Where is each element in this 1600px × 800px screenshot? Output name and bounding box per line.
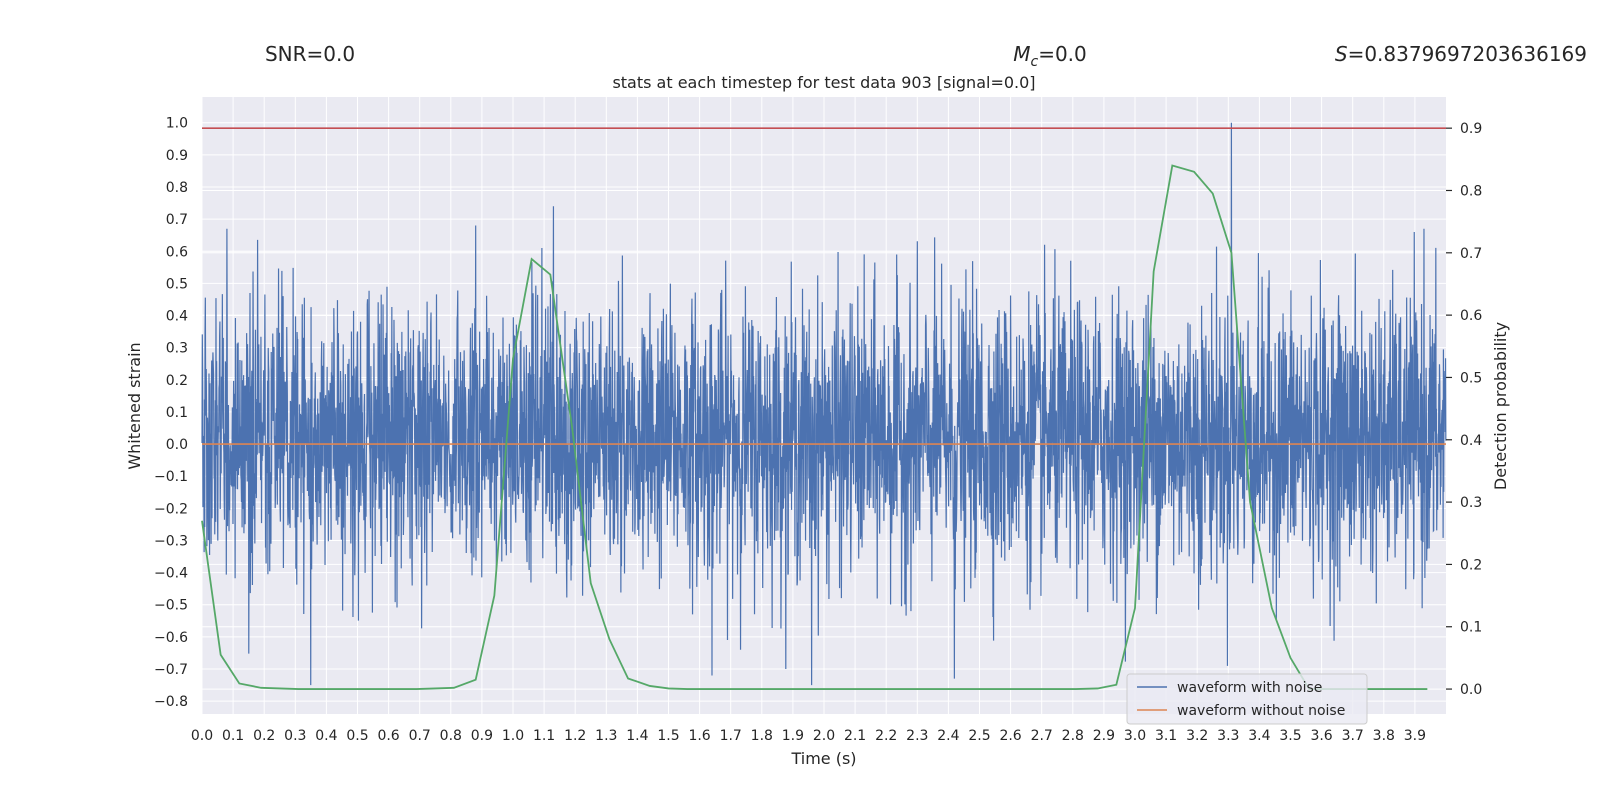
x-tick-label: 0.6 [377, 728, 399, 744]
x-tick-label: 3.7 [1342, 728, 1364, 744]
y-tick-label: 0.5 [166, 276, 188, 292]
legend-label-noise: waveform with noise [1177, 680, 1322, 696]
x-tick-label: 3.4 [1248, 728, 1270, 744]
y-axis-label: Whitened strain [125, 342, 144, 469]
x-tick-label: 3.9 [1404, 728, 1426, 744]
y-tick-label: 0.1 [166, 405, 188, 421]
y-tick-label: −0.7 [154, 662, 188, 678]
x-tick-label: 2.2 [875, 728, 897, 744]
x-tick-label: 1.6 [688, 728, 710, 744]
y2-tick-label: 0.0 [1460, 682, 1482, 698]
mc-symbol: M [1013, 42, 1030, 66]
x-tick-label: 3.5 [1279, 728, 1301, 744]
y-tick-label: −0.8 [154, 694, 188, 710]
s-label: S=0.8379697203636169 [1335, 42, 1587, 66]
y-tick-label: −0.5 [154, 598, 188, 614]
series-lines [201, 127, 1446, 690]
x-tick-label: 3.6 [1310, 728, 1332, 744]
x-tick-label: 2.1 [844, 728, 866, 744]
x-tick-label: 0.0 [191, 728, 213, 744]
x-tick-label: 1.3 [595, 728, 617, 744]
y2-axis-label: Detection probability [1491, 322, 1510, 490]
y-tick-label: −0.1 [154, 469, 188, 485]
x-axis-label: Time (s) [790, 749, 856, 768]
x-tick-label: 2.0 [813, 728, 835, 744]
x-tick-label: 1.5 [657, 728, 679, 744]
y2-tick-label: 0.9 [1460, 121, 1482, 137]
y-tick-label: 0.2 [166, 373, 188, 389]
x-tick-label: 2.4 [937, 728, 959, 744]
y-tick-label: −0.6 [154, 630, 188, 646]
x-tick-label: 0.2 [253, 728, 275, 744]
y-tick-label: 0.4 [166, 309, 188, 325]
y-tick-label: 1.0 [166, 116, 188, 132]
legend-box [1126, 673, 1368, 725]
y2-tick-label: 0.3 [1460, 495, 1482, 511]
x-tick-label: 3.1 [1155, 728, 1177, 744]
x-tick-label: 2.3 [906, 728, 928, 744]
x-tick-label: 0.3 [284, 728, 306, 744]
y-tick-label: −0.2 [154, 501, 188, 517]
x-tick-label: 2.8 [1062, 728, 1084, 744]
y2-tick-label: 0.8 [1460, 183, 1482, 199]
mc-value: =0.0 [1038, 42, 1087, 66]
x-tick-label: 3.2 [1186, 728, 1208, 744]
legend: waveform with noise waveform without noi… [1126, 673, 1368, 725]
x-tick-label: 2.5 [968, 728, 990, 744]
series-detection-probability [201, 164, 1428, 690]
mc-subscript: c [1030, 54, 1038, 70]
x-tick-label: 1.1 [533, 728, 555, 744]
x-tick-label: 0.8 [440, 728, 462, 744]
x-tick-label: 0.9 [471, 728, 493, 744]
chart-title: stats at each timestep for test data 903… [612, 73, 1035, 92]
mc-label: Mc=0.0 [1013, 42, 1087, 70]
axis-ticks: 0.0 0.1 0.2 0.3 0.4 0.5 0.6 0.7 0.8 0.9 1.0 1.1 1.2 1… [154, 116, 1482, 744]
x-tick-label: 1.9 [782, 728, 804, 744]
legend-label-clean: waveform without noise [1177, 703, 1345, 719]
s-symbol: S [1335, 42, 1348, 66]
x-tick-label: 2.7 [1031, 728, 1053, 744]
y-tick-label: 0.3 [166, 341, 188, 357]
y-tick-label: 0.7 [166, 212, 188, 228]
y-tick-label: 0.0 [166, 437, 188, 453]
y2-tick-label: 0.6 [1460, 308, 1482, 324]
x-tick-label: 1.0 [502, 728, 524, 744]
x-tick-label: 0.1 [222, 728, 244, 744]
x-tick-label: 0.5 [346, 728, 368, 744]
noise-waveform [201, 122, 1447, 686]
snr-label: SNR=0.0 [265, 42, 355, 66]
x-tick-label: 2.9 [1093, 728, 1115, 744]
x-tick-label: 1.4 [626, 728, 648, 744]
x-tick-label: 0.4 [315, 728, 337, 744]
x-tick-label: 0.7 [409, 728, 431, 744]
x-tick-label: 3.3 [1217, 728, 1239, 744]
x-tick-label: 3.8 [1373, 728, 1395, 744]
y-tick-label: −0.4 [154, 566, 188, 582]
x-tick-label: 1.2 [564, 728, 586, 744]
y2-tick-label: 0.1 [1460, 620, 1482, 636]
x-tick-label: 3.0 [1124, 728, 1146, 744]
x-tick-label: 2.6 [999, 728, 1021, 744]
y2-tick-label: 0.7 [1460, 246, 1482, 262]
y-tick-label: 0.9 [166, 148, 188, 164]
x-tick-label: 1.8 [751, 728, 773, 744]
s-value: =0.8379697203636169 [1348, 42, 1587, 66]
x-tick-label: 1.7 [720, 728, 742, 744]
y2-tick-label: 0.4 [1460, 433, 1482, 449]
y-tick-label: 0.8 [166, 180, 188, 196]
y2-tick-label: 0.5 [1460, 370, 1482, 386]
y-tick-label: −0.3 [154, 533, 188, 549]
y-tick-label: 0.6 [166, 244, 188, 260]
series-waveform-with-noise [201, 122, 1447, 686]
y2-tick-label: 0.2 [1460, 557, 1482, 573]
